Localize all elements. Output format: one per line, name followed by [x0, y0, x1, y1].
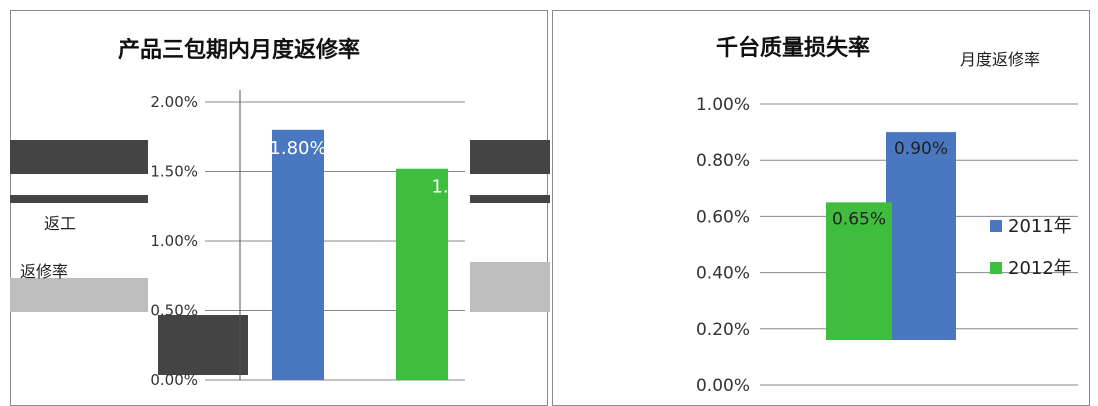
left-y-tick-label: 0.00%: [150, 371, 198, 389]
right-y-tick-label: 1.00%: [696, 95, 750, 115]
right-corner-text: 月度返修率: [960, 50, 1041, 69]
left-bar-2: [396, 168, 448, 380]
dark-band: [470, 140, 550, 174]
left-bar-1: [272, 129, 324, 380]
dark-band: [470, 195, 550, 203]
right-y-tick-label: 0.80%: [696, 151, 750, 171]
grey-block: [10, 278, 148, 312]
right-bar-1: [886, 132, 956, 340]
legend-label-1: 2011年: [1008, 216, 1072, 237]
right-chart-title: 千台质量损失率: [716, 36, 871, 61]
grey-block: [470, 262, 550, 312]
left-y-tick-label: 1.50%: [150, 163, 198, 181]
left-side-label-rework: 返工: [44, 214, 77, 233]
dark-band: [10, 195, 148, 203]
left-bar-label-1: 1.80%: [269, 138, 326, 159]
right-y-tick-label: 0.40%: [696, 264, 750, 284]
left-y-tick-label: 1.00%: [150, 232, 198, 250]
right-bar-label-2: 0.65%: [832, 209, 886, 229]
right-chart-frame: [552, 10, 1090, 406]
left-y-tick-label: 0.50%: [150, 302, 198, 320]
legend-swatch-2: [990, 262, 1002, 274]
right-y-tick-label: 0.60%: [696, 207, 750, 227]
left-chart-title: 产品三包期内月度返修率: [118, 38, 361, 63]
left-bar-label-2: 1.52%: [431, 177, 488, 198]
dark-band: [10, 140, 148, 174]
right-y-tick-label: 0.20%: [696, 320, 750, 340]
left-side-label-repair-rate: 返修率: [20, 262, 69, 281]
right-bar-2: [826, 202, 892, 340]
legend-swatch-1: [990, 220, 1002, 232]
left-y-tick-label: 2.00%: [150, 93, 198, 111]
right-bar-label-1: 0.90%: [894, 139, 948, 159]
legend-label-2: 2012年: [1008, 258, 1072, 279]
right-y-tick-label: 0.00%: [696, 376, 750, 396]
dark-band: [158, 315, 248, 375]
